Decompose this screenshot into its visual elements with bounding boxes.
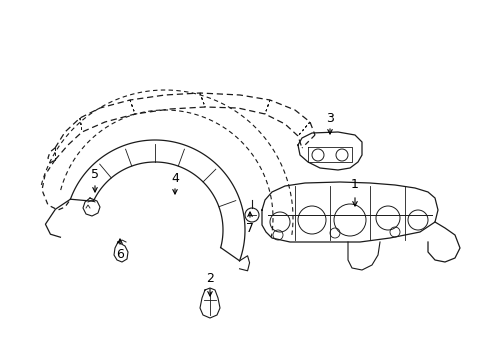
Text: 1: 1: [350, 179, 358, 192]
Text: 3: 3: [325, 112, 333, 125]
Text: 6: 6: [116, 248, 123, 261]
Text: 7: 7: [245, 221, 253, 234]
Text: 5: 5: [91, 168, 99, 181]
Text: 4: 4: [171, 171, 179, 184]
Text: 2: 2: [205, 271, 214, 284]
